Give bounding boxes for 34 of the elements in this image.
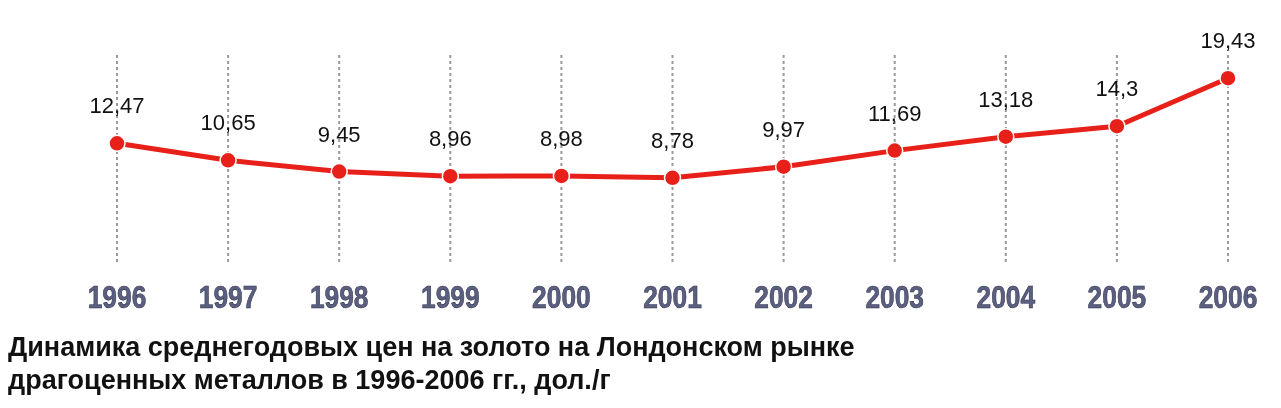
- x-tick-label: 2006: [1198, 279, 1258, 315]
- x-tick-label: 1998: [309, 279, 369, 315]
- point: [774, 157, 793, 176]
- data-label: 11,69: [867, 100, 922, 126]
- point: [885, 141, 904, 160]
- data-label: 19,43: [1200, 28, 1256, 54]
- x-tick-label: 2005: [1087, 279, 1147, 315]
- point: [330, 162, 348, 181]
- x-tick-label: 1996: [87, 279, 147, 315]
- point: [663, 169, 682, 187]
- point: [108, 134, 126, 153]
- x-tick-label: 1997: [198, 279, 258, 315]
- point: [552, 167, 571, 185]
- point: [1219, 69, 1237, 87]
- point: [441, 167, 460, 185]
- x-tick-label: 2003: [865, 279, 924, 315]
- data-label: 12,47: [89, 93, 145, 119]
- data-label: 9,45: [317, 121, 361, 147]
- point: [997, 127, 1015, 146]
- x-tick-label: 2002: [754, 279, 813, 315]
- data-label: 8,78: [651, 127, 694, 153]
- data-label: 14,3: [1095, 76, 1139, 102]
- point: [219, 151, 237, 170]
- data-label: 13,18: [978, 86, 1034, 112]
- text: Динамика среднегодовых цен на золото на Лондонском рынке драгоценных металлов в 1996-2006 гг., дол./г: [8, 332, 855, 395]
- data-label: 10,65: [200, 110, 256, 136]
- data-label: 9,97: [762, 116, 806, 142]
- point: [1108, 117, 1126, 135]
- x-tick-label: 1999: [421, 279, 480, 315]
- data-label: 8,98: [539, 125, 583, 151]
- x-tick-label: 2000: [532, 279, 591, 315]
- x-tick-label: 2004: [976, 279, 1036, 315]
- x-tick-label: 2001: [643, 279, 702, 315]
- data-label: 8,96: [428, 126, 472, 152]
